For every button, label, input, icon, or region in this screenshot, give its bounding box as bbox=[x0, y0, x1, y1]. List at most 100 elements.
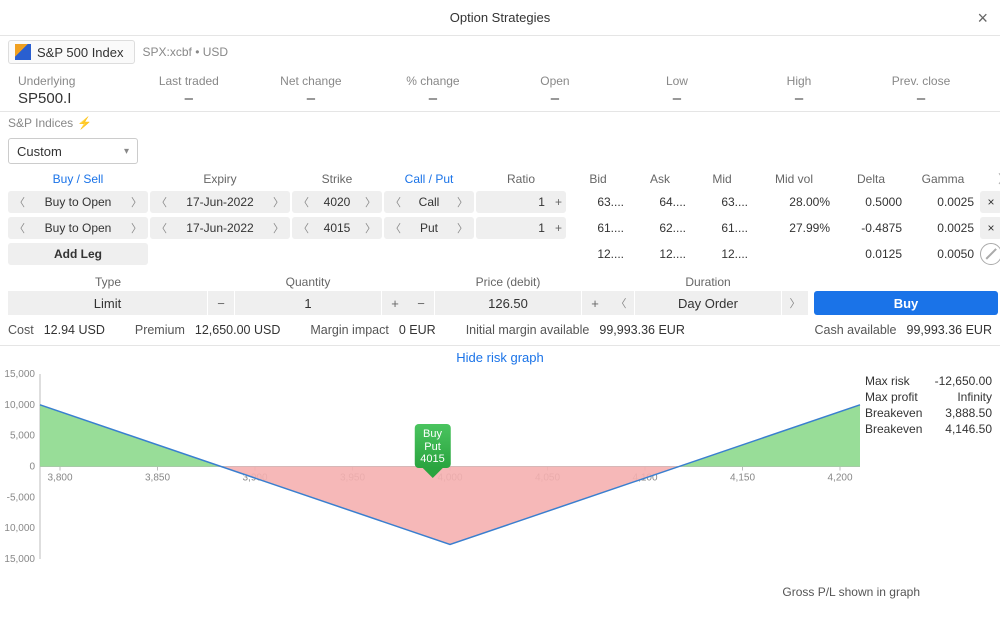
leg-gamma: 0.0025 bbox=[908, 195, 978, 209]
risk-chart: 15,00010,0005,0000-5,00010,00015,0003,80… bbox=[0, 369, 865, 579]
bolt-icon: ⚡ bbox=[77, 116, 92, 130]
order-type-header: Type bbox=[8, 275, 208, 289]
chevron-left-icon[interactable]: 〈 bbox=[386, 220, 405, 236]
chart-marker: Buy Put 4015 bbox=[414, 424, 450, 468]
leg-row: 〈Buy to Open〉〈17-Jun-2022〉〈4020〉〈Call〉1+… bbox=[0, 189, 1000, 215]
quote-value: – bbox=[128, 88, 250, 107]
order-qty-value: 1 bbox=[234, 291, 382, 315]
quote-value: – bbox=[616, 88, 738, 107]
order-duration[interactable]: 〈 Day Order 〉 bbox=[608, 291, 808, 315]
leg-side-selector[interactable]: 〈Buy to Open〉 bbox=[8, 191, 148, 213]
leg-ratio-stepper[interactable]: 1+ bbox=[476, 191, 566, 213]
qty-plus-icon[interactable]: + bbox=[382, 291, 408, 315]
leg-ratio-stepper[interactable]: 1+ bbox=[476, 217, 566, 239]
leg-strike-selector[interactable]: 〈4020〉 bbox=[292, 191, 382, 213]
marker-line2: Put bbox=[420, 441, 444, 454]
chevron-right-icon[interactable]: 〉 bbox=[269, 220, 288, 236]
leg-column-header: Call / Put bbox=[384, 172, 474, 186]
leg-column-header: Mid vol bbox=[754, 172, 834, 186]
quote-value: SP500.I bbox=[18, 88, 128, 107]
leg-callput-selector[interactable]: 〈Put〉 bbox=[384, 217, 474, 239]
premium-value: 12,650.00 USD bbox=[195, 323, 280, 337]
plus-icon[interactable]: + bbox=[555, 195, 562, 209]
chevron-right-icon[interactable]: 〉 bbox=[361, 194, 380, 210]
delete-leg-icon[interactable]: × bbox=[980, 217, 1000, 239]
cost-label: Cost bbox=[8, 323, 34, 337]
quote-value: – bbox=[494, 88, 616, 107]
svg-text:4,200: 4,200 bbox=[827, 473, 852, 484]
leg-midvol: 28.00% bbox=[754, 195, 834, 209]
quote-header: Net change bbox=[250, 74, 372, 88]
add-leg-button[interactable]: Add Leg bbox=[8, 243, 148, 265]
qty-minus-icon[interactable]: − bbox=[208, 291, 234, 315]
init-margin-value: 99,993.36 EUR bbox=[599, 323, 684, 337]
leg-ask: 64.... bbox=[630, 195, 690, 209]
chevron-left-icon[interactable]: 〈 bbox=[152, 220, 171, 236]
quote-header: Low bbox=[616, 74, 738, 88]
chevron-right-icon[interactable]: 〉 bbox=[361, 220, 380, 236]
chevron-right-icon[interactable]: 〉 bbox=[127, 220, 146, 236]
order-price-header: Price (debit) bbox=[408, 275, 608, 289]
duration-next-icon[interactable]: 〉 bbox=[782, 291, 808, 315]
leg-column-header: Bid bbox=[568, 172, 628, 186]
chevron-right-icon[interactable]: 〉 bbox=[453, 220, 472, 236]
leg-column-header: Strike bbox=[292, 172, 382, 186]
order-price-value: 126.50 bbox=[434, 291, 582, 315]
leg-side-selector[interactable]: 〈Buy to Open〉 bbox=[8, 217, 148, 239]
chevron-left-icon[interactable]: 〈 bbox=[386, 194, 405, 210]
chevron-right-icon[interactable]: 〉 bbox=[269, 194, 288, 210]
close-icon[interactable]: × bbox=[977, 8, 988, 29]
svg-text:3,800: 3,800 bbox=[47, 473, 72, 484]
order-qty-stepper[interactable]: − 1 + bbox=[208, 291, 408, 315]
max-profit-value: Infinity bbox=[957, 390, 992, 404]
hide-risk-graph-link[interactable]: Hide risk graph bbox=[0, 346, 1000, 369]
quote-header: Open bbox=[494, 74, 616, 88]
breakeven2-label: Breakeven bbox=[865, 422, 922, 436]
window-title: Option Strategies bbox=[450, 10, 550, 25]
totals-mid: 12.... bbox=[692, 247, 752, 261]
price-plus-icon[interactable]: + bbox=[582, 291, 608, 315]
order-type[interactable]: Limit bbox=[8, 291, 208, 315]
strategy-select[interactable]: Custom ▾ bbox=[8, 138, 138, 164]
leg-column-header: Expiry bbox=[150, 172, 290, 186]
chevron-left-icon[interactable]: 〈 bbox=[152, 194, 171, 210]
plus-icon[interactable]: + bbox=[555, 221, 562, 235]
chevron-left-icon[interactable]: 〈 bbox=[294, 220, 313, 236]
chevron-left-icon[interactable]: 〈 bbox=[10, 194, 29, 210]
cost-value: 12.94 USD bbox=[44, 323, 105, 337]
duration-prev-icon[interactable]: 〈 bbox=[608, 291, 634, 315]
chevron-right-icon[interactable]: 〉 bbox=[453, 194, 472, 210]
margin-value: 0 EUR bbox=[399, 323, 436, 337]
chevron-right-icon[interactable]: 〉 bbox=[980, 170, 1000, 187]
order-price-stepper[interactable]: − 126.50 + bbox=[408, 291, 608, 315]
cash-label: Cash available bbox=[815, 323, 897, 337]
leg-column-header: Ask bbox=[630, 172, 690, 186]
price-minus-icon[interactable]: − bbox=[408, 291, 434, 315]
breakeven2-value: 4,146.50 bbox=[945, 422, 992, 436]
totals-delta: 0.0125 bbox=[836, 247, 906, 261]
leg-ask: 62.... bbox=[630, 221, 690, 235]
totals-gamma: 0.0050 bbox=[908, 247, 978, 261]
quote-header: Last traded bbox=[128, 74, 250, 88]
leg-callput-selector[interactable]: 〈Call〉 bbox=[384, 191, 474, 213]
leg-expiry-selector[interactable]: 〈17-Jun-2022〉 bbox=[150, 217, 290, 239]
cash-value: 99,993.36 EUR bbox=[907, 323, 992, 337]
chevron-right-icon[interactable]: 〉 bbox=[127, 194, 146, 210]
leg-delta: -0.4875 bbox=[836, 221, 906, 235]
leg-strike-selector[interactable]: 〈4015〉 bbox=[292, 217, 382, 239]
chevron-left-icon[interactable]: 〈 bbox=[10, 220, 29, 236]
delete-leg-icon[interactable]: × bbox=[980, 191, 1000, 213]
svg-text:0: 0 bbox=[29, 462, 35, 473]
leg-expiry-selector[interactable]: 〈17-Jun-2022〉 bbox=[150, 191, 290, 213]
instrument-name: S&P 500 Index bbox=[37, 45, 124, 60]
ban-icon[interactable] bbox=[980, 243, 1000, 265]
quote-value: – bbox=[250, 88, 372, 107]
order-duration-value: Day Order bbox=[634, 291, 782, 315]
svg-text:-5,000: -5,000 bbox=[7, 492, 36, 503]
breakeven1-value: 3,888.50 bbox=[945, 406, 992, 420]
leg-column-header: Gamma bbox=[908, 172, 978, 186]
chevron-left-icon[interactable]: 〈 bbox=[294, 194, 313, 210]
buy-button[interactable]: Buy bbox=[814, 291, 998, 315]
totals-bid: 12.... bbox=[568, 247, 628, 261]
instrument-selector[interactable]: S&P 500 Index bbox=[8, 40, 135, 64]
